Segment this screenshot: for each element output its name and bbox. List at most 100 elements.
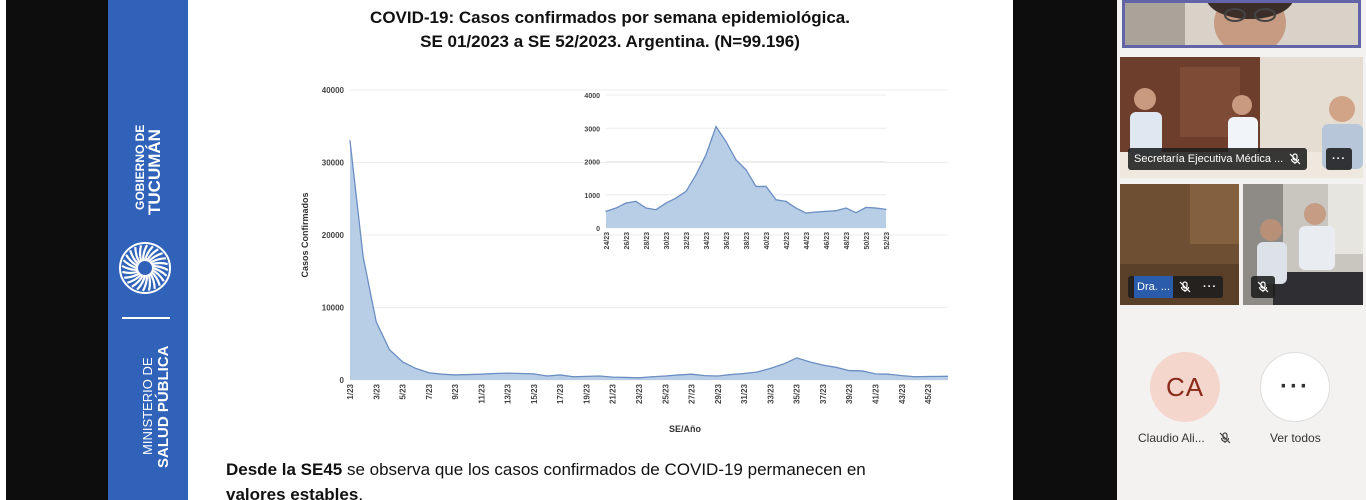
data-point	[349, 140, 351, 142]
participant-nametag-dra: Dra. ... ···	[1128, 276, 1224, 298]
data-point	[507, 372, 509, 374]
series-area	[606, 126, 886, 228]
brand-logo-panel: GOBIERNO DE TUCUMÁN MINISTERIO DE SALUD …	[119, 125, 172, 468]
left-edge-strip	[0, 0, 6, 500]
x-tick-label: 23/23	[635, 383, 644, 404]
data-point	[809, 361, 811, 363]
series-area	[350, 140, 948, 380]
x-tick-label: 32/23	[684, 232, 691, 250]
data-point	[765, 185, 767, 188]
participant-avatar-ca[interactable]: CA	[1150, 352, 1220, 422]
y-tick-label: 4000	[584, 93, 600, 100]
x-tick-label: 15/23	[530, 383, 539, 404]
data-point	[493, 372, 496, 375]
participant-tile-speaker[interactable]	[1122, 0, 1361, 48]
data-point	[454, 374, 456, 376]
data-point	[743, 372, 745, 375]
view-all-button[interactable]: ···	[1260, 352, 1330, 422]
data-point	[533, 373, 535, 375]
data-point	[655, 209, 657, 211]
data-point	[375, 321, 377, 323]
data-point	[822, 364, 824, 366]
data-point	[796, 357, 798, 359]
data-point	[861, 370, 863, 372]
more-options-button[interactable]: ···	[1326, 148, 1352, 170]
participant-tile-secretaria[interactable]: Secretaría Ejecutiva Médica ... ···	[1120, 57, 1363, 178]
data-point	[651, 376, 653, 378]
data-point	[615, 207, 617, 209]
brand-gov-line1: GOBIERNO DE	[133, 125, 147, 210]
data-point	[677, 374, 680, 376]
y-tick-label: 0	[596, 226, 600, 233]
data-point	[756, 371, 758, 373]
participant-name-dra: Dra. ...	[1134, 276, 1174, 298]
data-point	[901, 375, 903, 377]
data-point	[675, 197, 677, 199]
data-point	[520, 372, 522, 375]
data-point	[888, 373, 890, 375]
x-tick-label: 11/23	[477, 383, 486, 403]
x-tick-label: 7/23	[425, 383, 434, 399]
shared-slide: GOBIERNO DE TUCUMÁN MINISTERIO DE SALUD …	[108, 0, 1013, 500]
data-point	[690, 373, 693, 375]
data-point	[885, 208, 887, 210]
x-tick-label: 26/23	[624, 232, 631, 250]
avatar-initials: CA	[1165, 371, 1205, 402]
data-point	[855, 212, 857, 214]
more-options-icon[interactable]: ···	[1203, 281, 1218, 293]
x-tick-label: 19/23	[583, 383, 592, 404]
data-point	[775, 199, 777, 201]
x-axis-label: SE/Año	[669, 424, 702, 434]
x-tick-label: 46/23	[824, 232, 831, 250]
black-gap	[1013, 0, 1117, 500]
data-point	[665, 202, 667, 204]
mic-off-icon	[1289, 153, 1301, 165]
data-point	[835, 366, 837, 368]
x-tick-label: 24/23	[604, 232, 611, 250]
y-tick-label: 30000	[322, 159, 345, 168]
mic-off-icon	[1257, 281, 1269, 293]
series-line	[349, 140, 948, 379]
salud-emblem-icon	[119, 242, 171, 294]
x-tick-label: 28/23	[644, 232, 651, 250]
x-tick-label: 45/23	[924, 383, 933, 404]
body-highlight: Desde la SE45	[226, 460, 343, 479]
slide-title-line1: COVID-19: Casos confirmados por semana e…	[370, 8, 850, 27]
data-point	[362, 256, 364, 258]
data-point	[805, 212, 807, 214]
office-video	[1243, 184, 1363, 305]
x-tick-label: 30/23	[664, 232, 671, 250]
y-tick-label: 0	[340, 376, 345, 385]
brand-band	[108, 0, 188, 500]
data-point	[559, 374, 561, 376]
data-point	[664, 375, 666, 377]
participant-tile-office[interactable]	[1243, 184, 1363, 305]
body-period: .	[358, 485, 364, 500]
participant-name: Secretaría Ejecutiva Médica ...	[1134, 153, 1284, 165]
data-point	[730, 373, 732, 376]
x-tick-label: 9/23	[451, 383, 460, 399]
more-icon: ···	[1280, 373, 1310, 400]
x-tick-label: 35/23	[793, 383, 802, 404]
brand-gov-line2: TUCUMÁN	[145, 129, 164, 215]
data-point	[785, 200, 787, 202]
participant-label-ca: Claudio Ali...	[1138, 431, 1231, 445]
data-point	[635, 200, 637, 202]
data-point	[704, 375, 706, 377]
x-tick-label: 29/23	[714, 383, 723, 404]
x-tick-label: 25/23	[661, 383, 670, 404]
mic-off-icon	[1219, 432, 1231, 444]
x-tick-label: 37/23	[819, 383, 828, 404]
data-point	[599, 375, 601, 377]
data-point	[835, 210, 837, 212]
data-point	[645, 207, 647, 209]
data-point	[441, 373, 443, 375]
participant-tile-dra[interactable]: Dra. ... ···	[1120, 184, 1239, 305]
data-point	[585, 375, 588, 377]
x-tick-label: 38/23	[744, 232, 751, 250]
data-point	[845, 207, 847, 209]
data-point	[685, 190, 687, 193]
x-tick-label: 31/23	[740, 383, 749, 404]
